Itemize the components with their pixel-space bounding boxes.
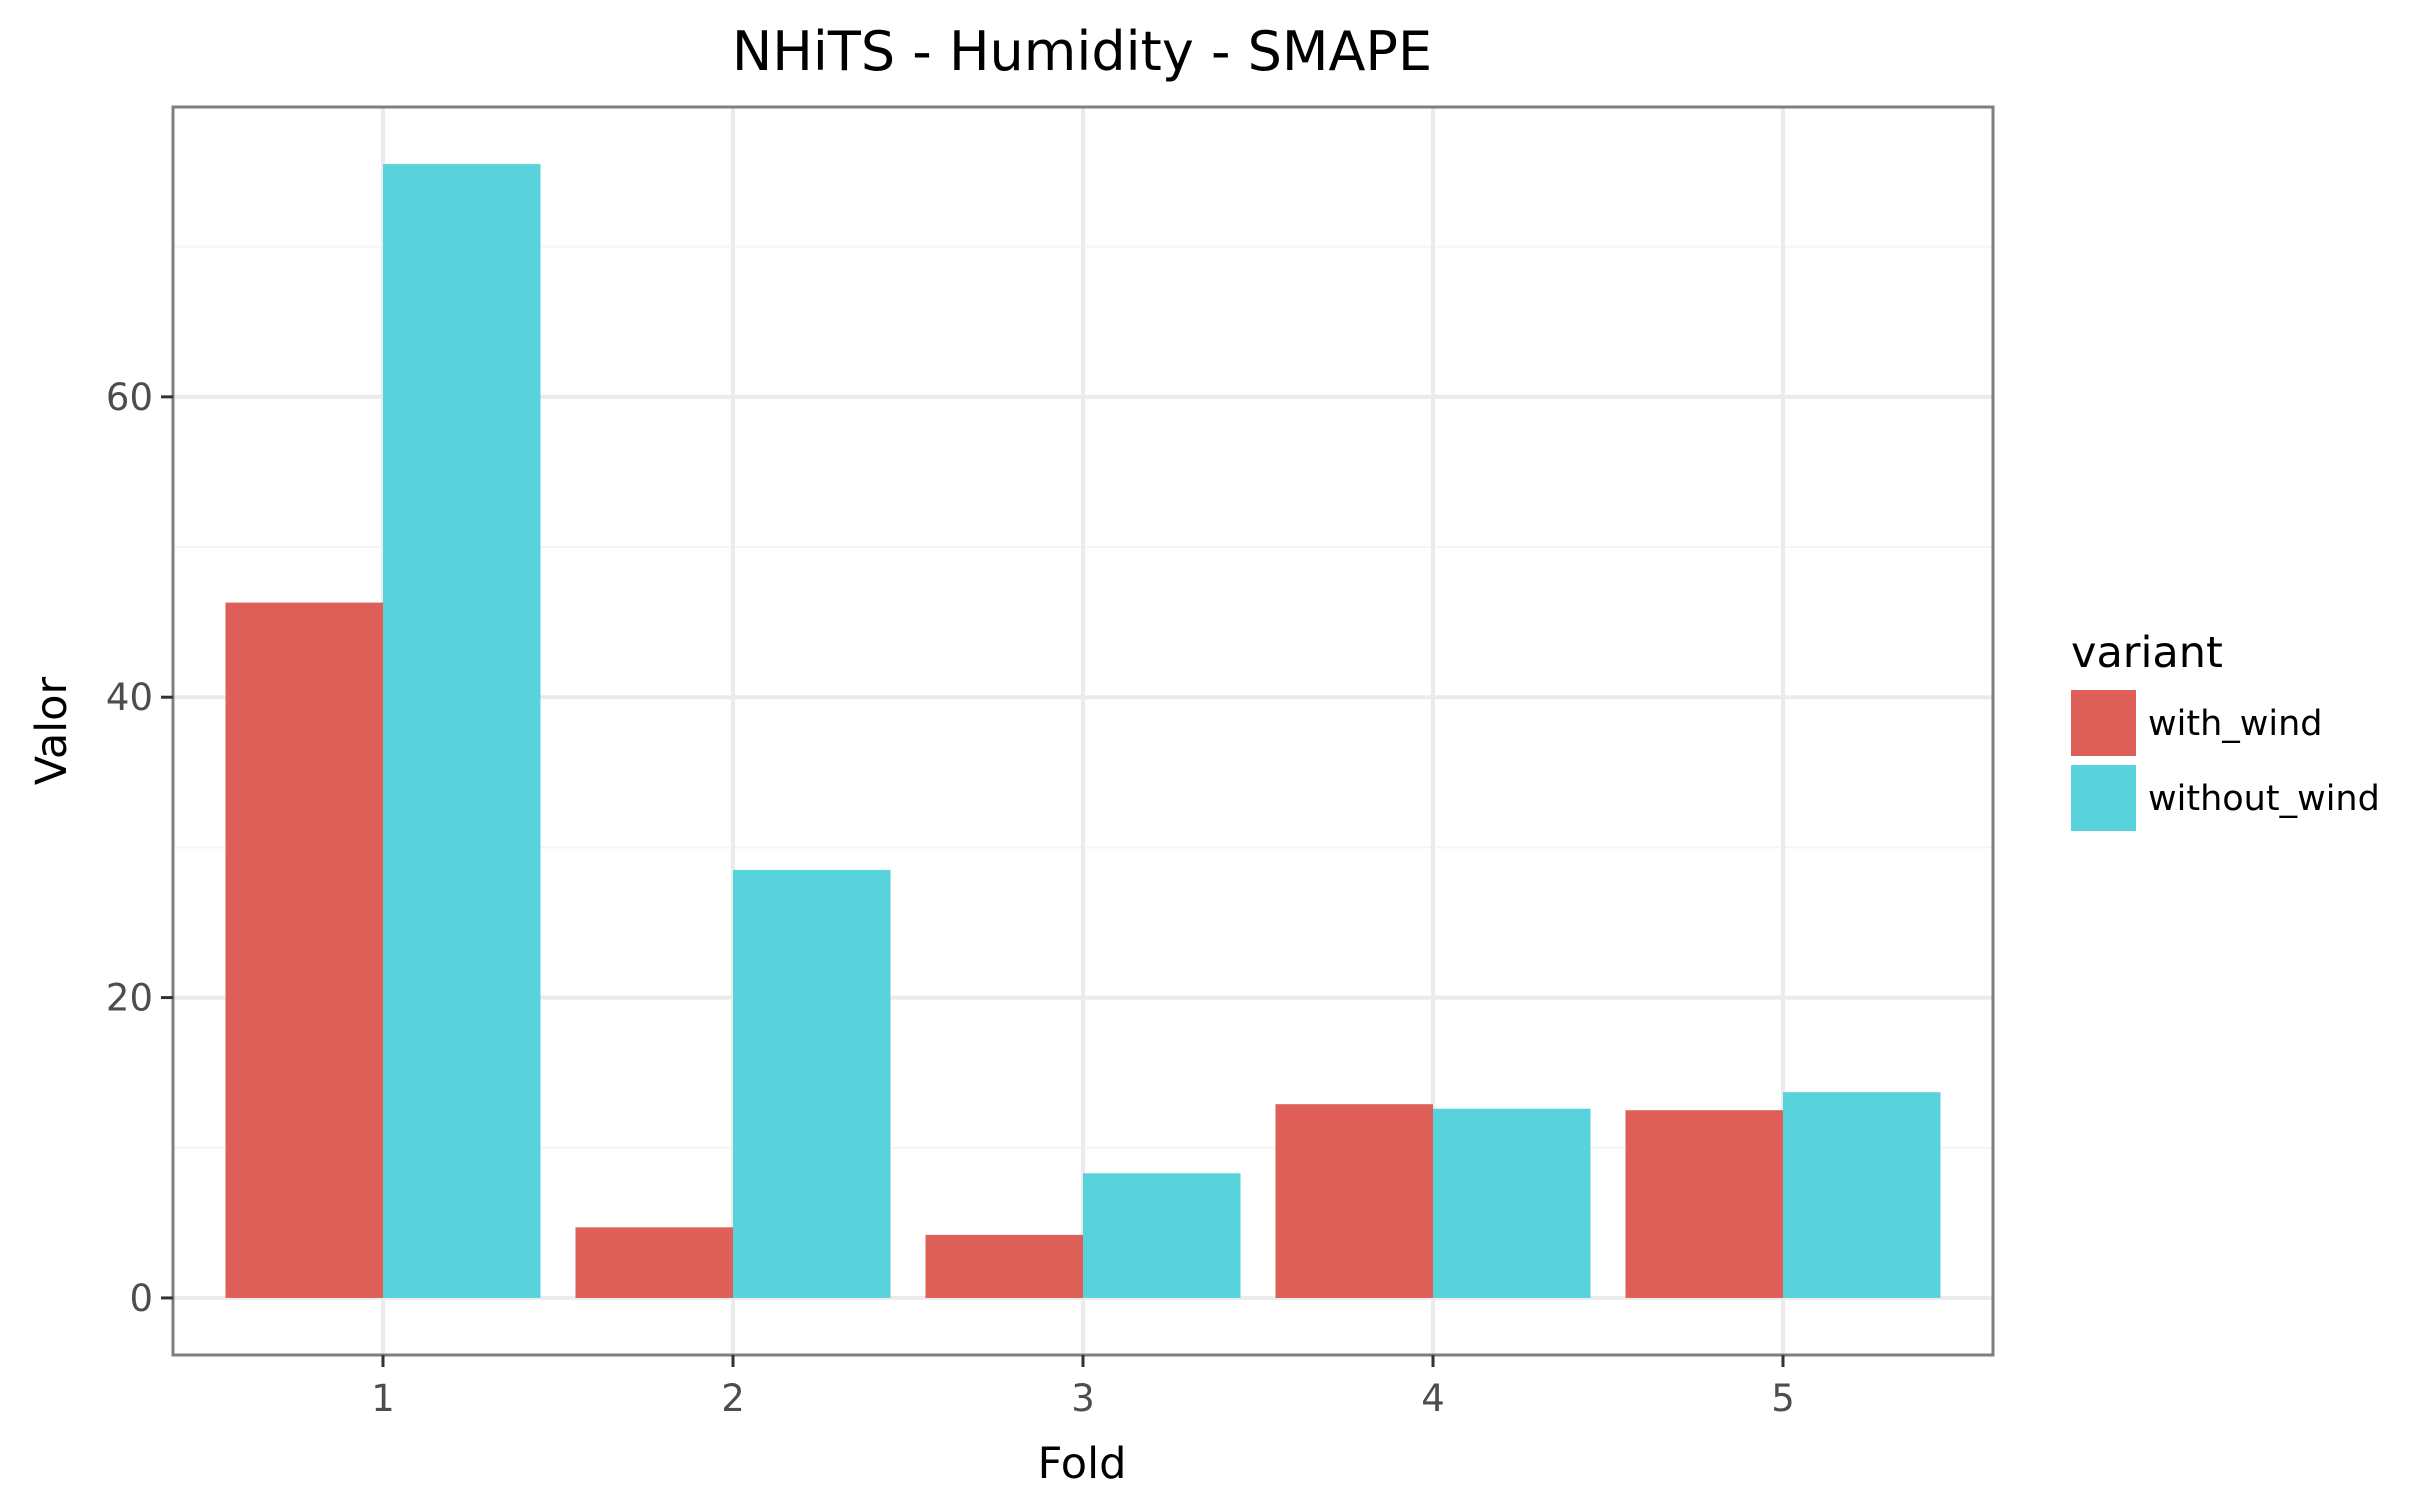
y-axis: 0 20 40 60 (106, 376, 173, 1320)
x-tick-label: 3 (1071, 1377, 1095, 1420)
legend: variant with_wind without_wind (2071, 628, 2380, 831)
legend-label-without_wind: without_wind (2148, 779, 2380, 819)
bar-with_wind-3 (925, 1234, 1083, 1298)
legend-swatch-with_wind (2071, 690, 2136, 756)
bar-without_wind-2 (733, 869, 891, 1298)
x-axis-title: Fold (1038, 1439, 1127, 1489)
x-axis: 1 2 3 4 5 (371, 1355, 1795, 1420)
legend-label-with_wind: with_wind (2148, 704, 2323, 744)
legend-title: variant (2071, 628, 2223, 678)
y-tick-label: 60 (106, 376, 153, 419)
bar-without_wind-1 (383, 164, 541, 1298)
bar-with_wind-1 (225, 602, 383, 1298)
legend-swatch-without_wind (2071, 765, 2136, 831)
bar-without_wind-4 (1433, 1108, 1591, 1298)
chart-title: NHiTS - Humidity - SMAPE (732, 20, 1432, 83)
y-axis-title: Valor (27, 677, 77, 786)
y-tick-label: 40 (106, 676, 153, 719)
bar-without_wind-3 (1083, 1173, 1241, 1298)
x-tick-label: 2 (721, 1377, 745, 1420)
bar-with_wind-5 (1625, 1110, 1783, 1298)
x-tick-label: 1 (371, 1377, 395, 1420)
bar-with_wind-4 (1275, 1104, 1433, 1298)
y-tick-label: 0 (129, 1277, 153, 1320)
y-tick-label: 20 (106, 977, 153, 1020)
x-tick-label: 4 (1421, 1377, 1445, 1420)
bars (225, 164, 1941, 1298)
bar-without_wind-5 (1783, 1092, 1941, 1298)
bar-with_wind-2 (575, 1227, 733, 1298)
x-tick-label: 5 (1771, 1377, 1795, 1420)
